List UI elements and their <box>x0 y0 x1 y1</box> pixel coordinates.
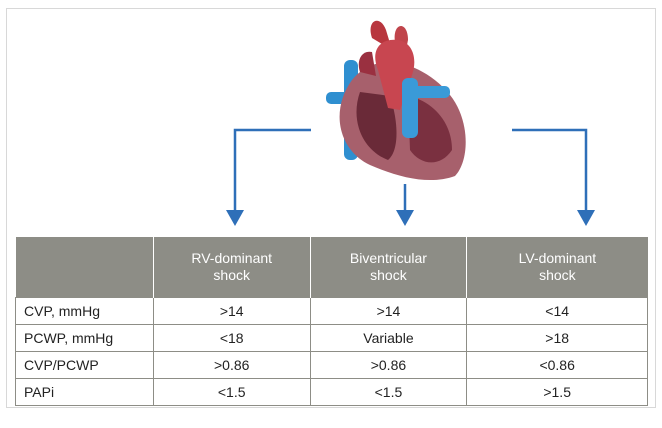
shock-table: RV-dominant shock Biventricular shock LV-d… <box>15 237 648 406</box>
table-row: PAPi<1.5<1.5>1.5 <box>16 379 648 406</box>
column-header-text: RV-dominant shock <box>184 250 280 284</box>
heart <box>326 21 466 180</box>
cell: Variable <box>310 325 467 352</box>
cell: >14 <box>310 298 467 325</box>
cell: >1.5 <box>467 379 648 406</box>
header-row: RV-dominant shock Biventricular shock LV-d… <box>16 237 648 298</box>
column-header-text: LV-dominant shock <box>509 250 605 284</box>
cell: >18 <box>467 325 648 352</box>
cell: >0.86 <box>310 352 467 379</box>
illustration <box>0 0 662 240</box>
arrowheads <box>226 210 595 226</box>
table-row: CVP/PCWP>0.86>0.86<0.86 <box>16 352 648 379</box>
row-label: CVP/PCWP <box>16 352 154 379</box>
row-label: PAPi <box>16 379 154 406</box>
cell: <0.86 <box>467 352 648 379</box>
column-header: LV-dominant shock <box>467 237 648 298</box>
cell: <1.5 <box>153 379 310 406</box>
column-header-text: Biventricular shock <box>340 250 436 284</box>
page: RV-dominant shock Biventricular shock LV-d… <box>0 0 662 428</box>
row-label: PCWP, mmHg <box>16 325 154 352</box>
cell: >0.86 <box>153 352 310 379</box>
cell: >14 <box>153 298 310 325</box>
cell: <1.5 <box>310 379 467 406</box>
column-header: RV-dominant shock <box>153 237 310 298</box>
table-row: CVP, mmHg>14>14<14 <box>16 298 648 325</box>
cell: <14 <box>467 298 648 325</box>
cell: <18 <box>153 325 310 352</box>
column-header: Biventricular shock <box>310 237 467 298</box>
row-label: CVP, mmHg <box>16 298 154 325</box>
header-corner <box>16 237 154 298</box>
